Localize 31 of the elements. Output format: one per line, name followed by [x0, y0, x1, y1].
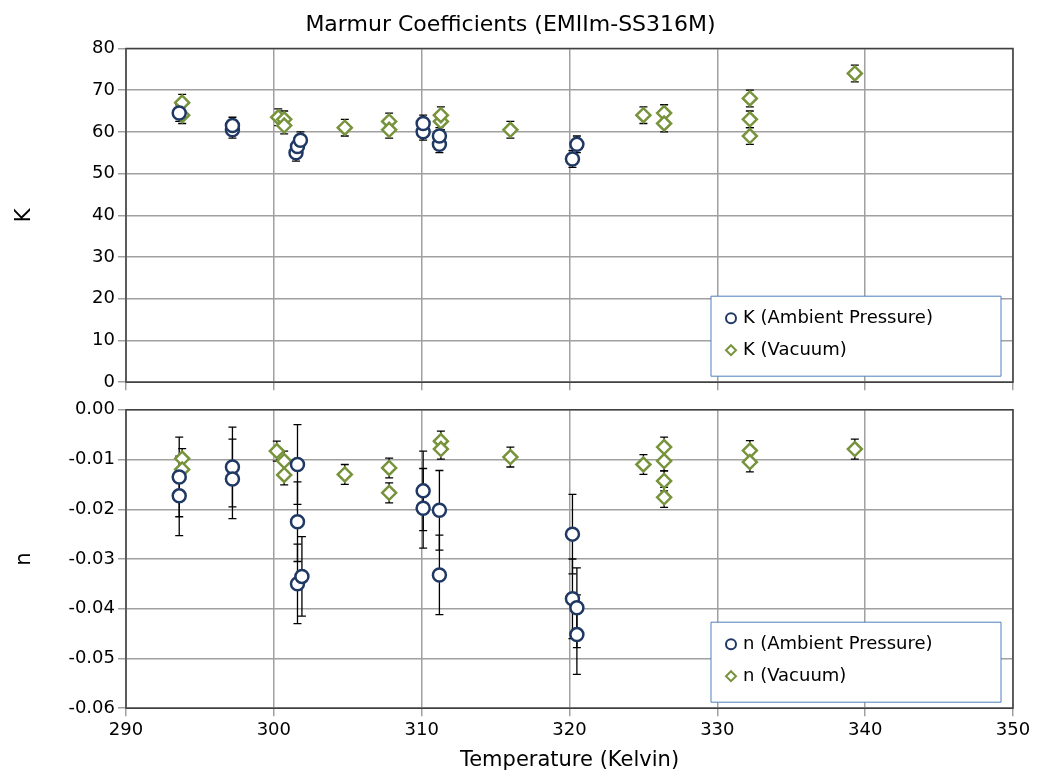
x-axis-title: Temperature (Kelvin) [458, 746, 680, 771]
legend-label: n (Ambient Pressure) [743, 631, 933, 653]
y-tick-label: 40 [92, 202, 115, 224]
y-tick-label: -0.06 [68, 695, 115, 717]
y-tick-label: 80 [92, 36, 115, 58]
legend-label: n (Vacuum) [743, 663, 847, 685]
y-tick-label: 50 [92, 161, 115, 183]
x-tick-label: 310 [404, 717, 439, 739]
y-tick-label: -0.05 [68, 646, 115, 668]
y-tick-label: 60 [92, 119, 115, 141]
y-tick-label: -0.03 [68, 546, 115, 568]
y-tick-label: -0.02 [68, 496, 115, 518]
x-tick-label: 290 [108, 717, 144, 739]
y-tick-label: 30 [92, 244, 115, 266]
y-tick-label: 70 [92, 77, 115, 99]
y-axis-title: n [11, 552, 36, 566]
y-tick-label: 0 [103, 369, 115, 391]
y-tick-label: -0.01 [68, 447, 115, 469]
legend-label: K (Vacuum) [743, 337, 847, 359]
x-tick-label: 330 [700, 717, 735, 739]
chart-title: Marmur Coefficients (EMIIm-SS316M) [305, 10, 716, 36]
y-axis-title: K [11, 207, 36, 223]
x-tick-label: 300 [256, 717, 292, 739]
y-tick-label: -0.04 [68, 596, 115, 618]
y-tick-label: 0.00 [74, 397, 115, 419]
y-tick-label: 10 [92, 328, 115, 350]
y-tick-label: 20 [92, 286, 115, 308]
x-tick-label: 350 [995, 717, 1031, 739]
x-tick-label: 320 [552, 717, 587, 739]
legend-label: K (Ambient Pressure) [743, 305, 933, 327]
x-tick-label: 340 [847, 717, 883, 739]
